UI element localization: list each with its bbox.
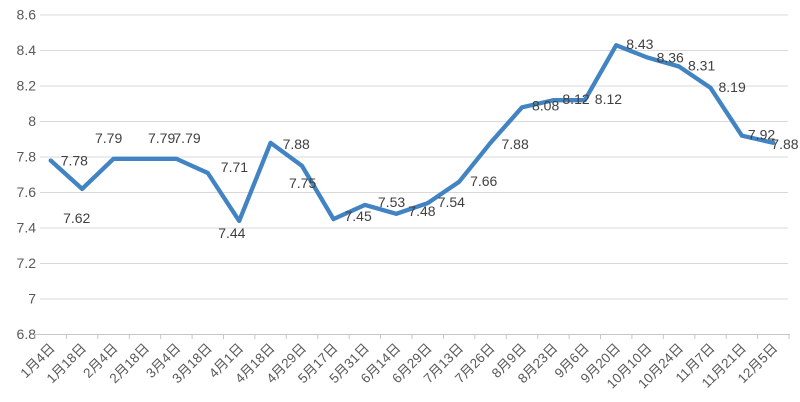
- data-label: 8.12: [562, 91, 589, 107]
- y-axis-label: 6.8: [17, 326, 37, 342]
- data-label: 8.36: [657, 50, 684, 66]
- data-label: 7.75: [289, 175, 316, 191]
- data-label: 7.71: [221, 159, 248, 175]
- data-label: 7.62: [63, 210, 90, 226]
- y-axis-label: 7.2: [17, 255, 37, 271]
- y-axis-label: 7.6: [17, 184, 37, 200]
- data-label: 7.78: [61, 153, 88, 169]
- y-axis-label: 7: [28, 291, 36, 307]
- data-label: 7.88: [502, 136, 529, 152]
- data-label: 8.12: [595, 91, 622, 107]
- data-label: 8.19: [719, 79, 746, 95]
- data-label: 7.44: [218, 225, 245, 241]
- data-label: 8.43: [626, 36, 653, 52]
- y-axis-label: 7.8: [17, 149, 37, 165]
- data-label: 7.79: [173, 130, 200, 146]
- y-axis-label: 8.4: [17, 42, 37, 58]
- data-label: 7.79: [148, 130, 175, 146]
- data-label: 7.92: [748, 127, 775, 143]
- data-label: 7.54: [438, 194, 465, 210]
- data-label: 7.53: [378, 194, 405, 210]
- y-axis-label: 8.2: [17, 78, 37, 94]
- data-label: 8.31: [688, 58, 715, 74]
- y-axis-label: 7.4: [17, 220, 37, 236]
- data-label: 7.88: [771, 136, 798, 152]
- y-axis-label: 8.6: [17, 7, 37, 23]
- series-line: [48, 43, 776, 224]
- data-label: 7.79: [95, 130, 122, 146]
- data-label: 7.88: [283, 136, 310, 152]
- y-axis-label: 8: [28, 113, 36, 129]
- data-label: 8.08: [532, 97, 559, 113]
- data-label: 7.48: [408, 203, 435, 219]
- data-label: 7.66: [470, 173, 497, 189]
- data-label: 7.45: [345, 208, 372, 224]
